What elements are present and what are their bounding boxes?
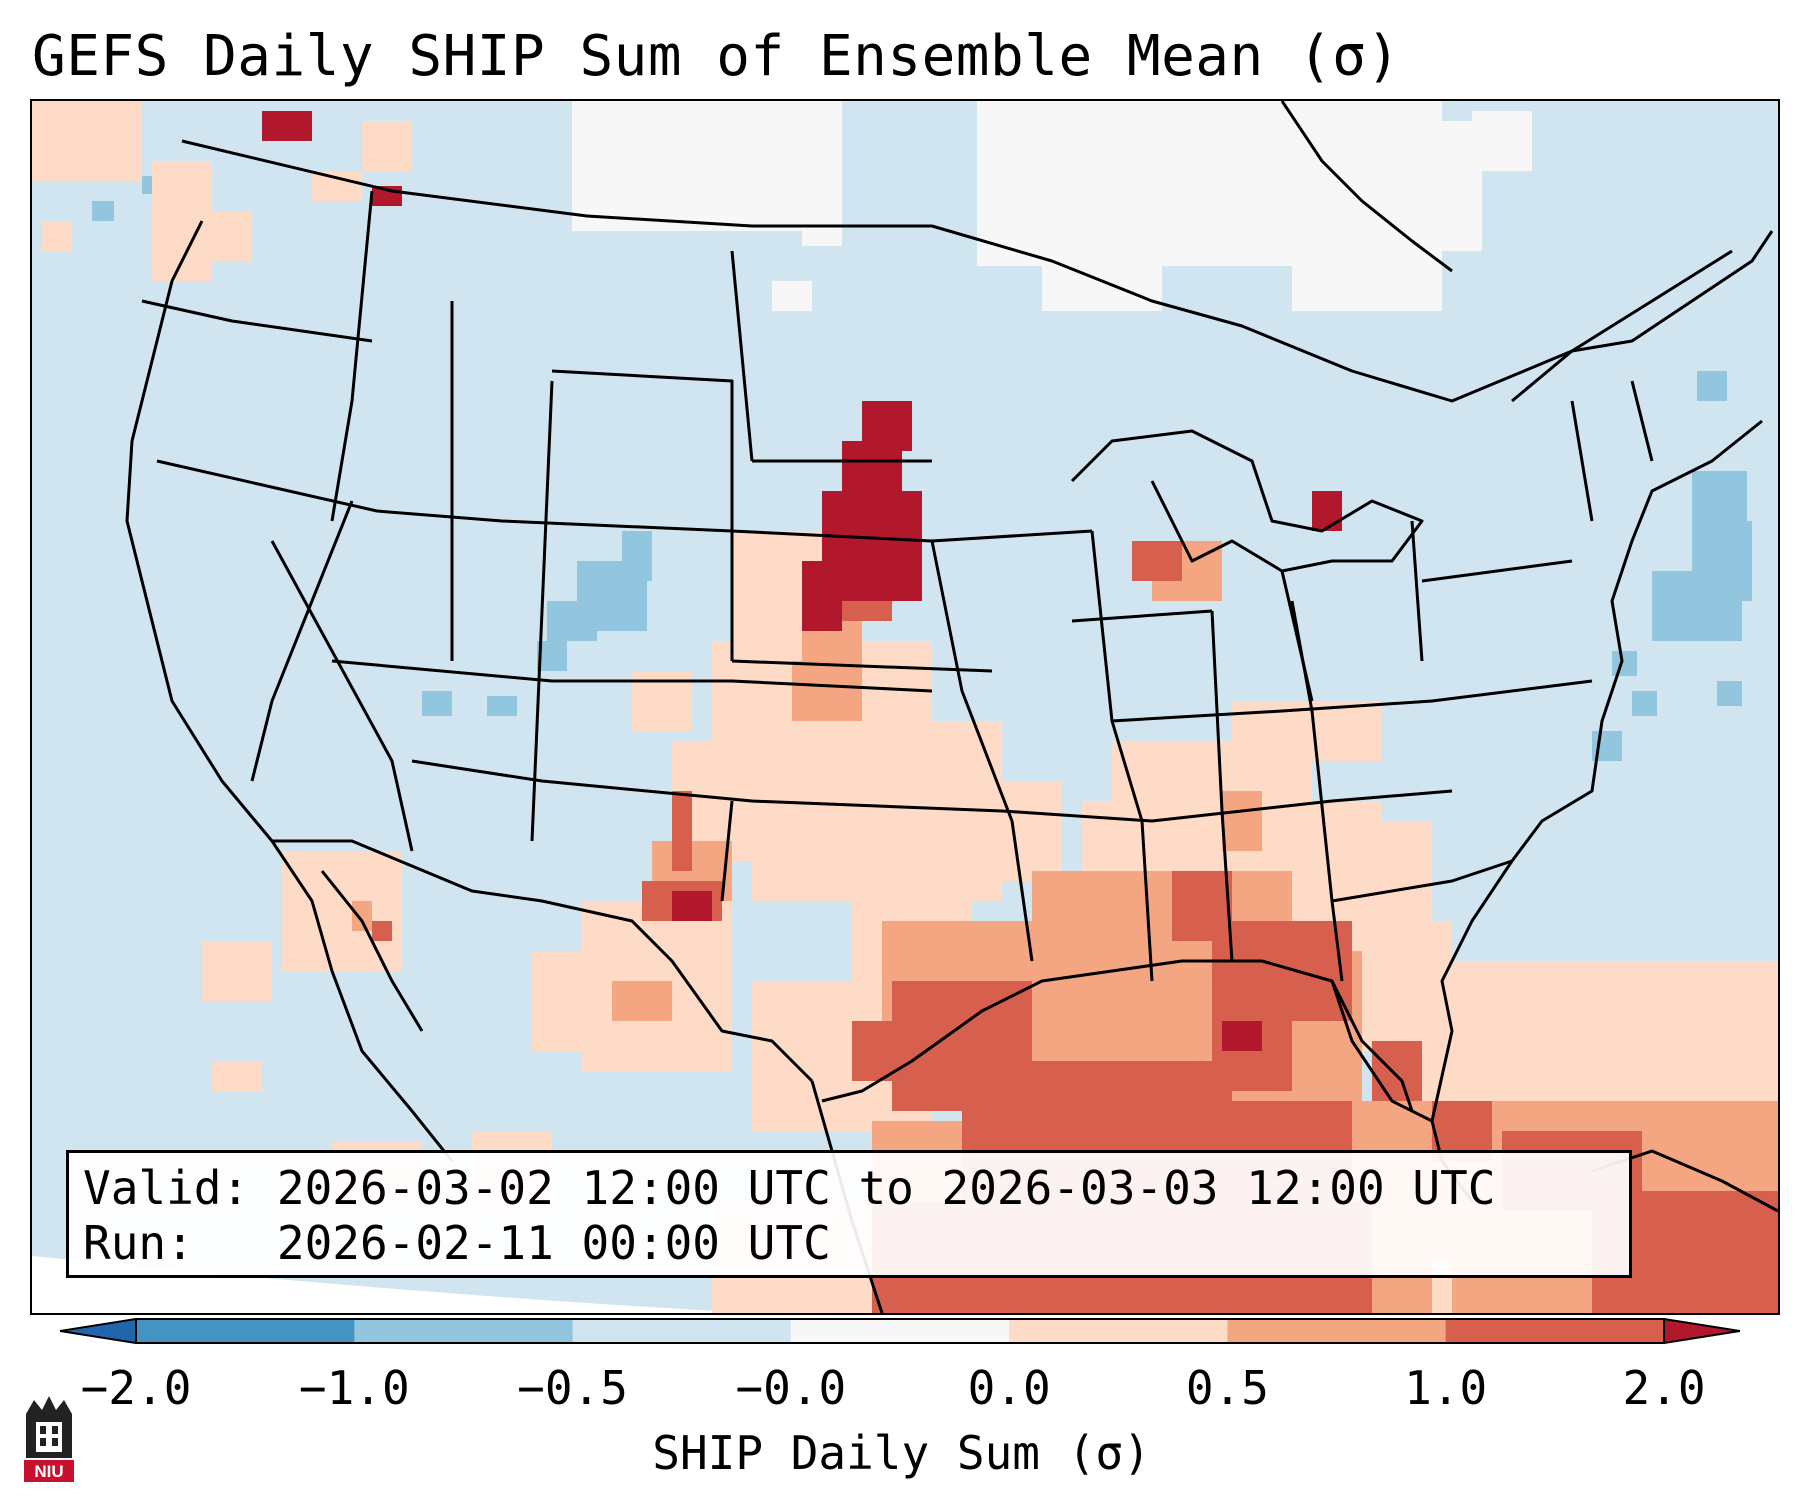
map-canvas <box>32 101 1778 1313</box>
colorbar-bin <box>354 1319 574 1343</box>
map-panel <box>30 99 1780 1315</box>
valid-time-range: 2026-03-02 12:00 UTC to 2026-03-03 12:00… <box>276 1161 1496 1215</box>
political-boundaries <box>125 101 1778 1313</box>
map-title: GEFS Daily SHIP Sum of Ensemble Mean (σ) <box>32 24 1401 89</box>
baja-coastline <box>320 870 424 1032</box>
colorbar-tick-label: −2.0 <box>80 1361 192 1415</box>
state-line <box>1331 859 1513 903</box>
state-line <box>530 380 554 842</box>
state-line <box>330 190 374 522</box>
state-line <box>731 659 993 673</box>
state-line <box>156 459 1093 543</box>
state-line <box>1410 520 1424 662</box>
colorbar-bin <box>1227 1319 1447 1343</box>
us-mexico-border <box>272 839 814 1083</box>
pacific-coastline <box>125 220 454 1162</box>
colorbar-tick-label: 0.5 <box>1185 1361 1269 1415</box>
colorbar-tick-label: 2.0 <box>1622 1361 1706 1415</box>
canadian-coast <box>1280 101 1453 273</box>
colorbar-tick-label: 0.0 <box>967 1361 1051 1415</box>
colorbar-bin <box>572 1319 792 1343</box>
valid-label: Valid: <box>83 1161 250 1215</box>
niu-logo: NIU <box>24 1396 74 1482</box>
us-canada-border <box>181 139 1733 403</box>
state-line <box>250 500 354 782</box>
state-line <box>1421 559 1573 583</box>
colorbar-under-extension <box>60 1318 137 1344</box>
neutral-field-canada <box>572 101 1532 311</box>
colorbar-tick-label: −0.5 <box>517 1361 628 1415</box>
state-line <box>1140 820 1154 982</box>
state-line <box>930 540 1034 962</box>
state-line <box>730 250 754 462</box>
colorbar-bin <box>790 1319 1010 1343</box>
state-line <box>551 369 734 661</box>
colorbar-tick-label: −0.0 <box>735 1361 847 1415</box>
atlantic-coastline <box>1430 419 1763 1122</box>
state-line <box>720 800 734 902</box>
state-line <box>1111 679 1593 723</box>
colorbar <box>60 1318 1740 1344</box>
colorbar-outline <box>135 1318 1665 1344</box>
state-line <box>1280 570 1314 702</box>
colorbar-tick-label: 1.0 <box>1404 1361 1488 1415</box>
niu-logo-text: NIU <box>34 1462 63 1481</box>
gulf-coastline <box>821 959 1414 1112</box>
colorbar-tick-label: −1.0 <box>298 1361 410 1415</box>
colorbar-bin <box>1009 1319 1228 1343</box>
colorbar-bin <box>1445 1319 1665 1343</box>
validity-info-box: Valid: 2026-03-02 12:00 UTC to 2026-03-0… <box>66 1150 1632 1278</box>
state-line <box>1570 400 1594 522</box>
state-line <box>1630 380 1654 462</box>
state-line <box>270 540 414 852</box>
great-lakes-outline <box>1070 429 1424 573</box>
state-line <box>1210 610 1234 962</box>
run-time: 2026-02-11 00:00 UTC <box>276 1216 831 1270</box>
colorbar-over-extension <box>1663 1318 1740 1344</box>
run-label: Run: <box>83 1216 194 1270</box>
state-line <box>411 759 1153 823</box>
state-line <box>141 299 373 343</box>
extreme-positive-anomaly-cells <box>262 111 1342 1051</box>
colorbar-label: SHIP Daily Sum (σ) <box>652 1426 1151 1480</box>
niu-building-icon <box>26 1396 72 1458</box>
state-line <box>1071 609 1213 623</box>
colorbar-bin <box>136 1319 355 1343</box>
state-line <box>331 659 933 693</box>
negative-anomaly-cells <box>92 176 1752 761</box>
projection-edge-region <box>32 1256 752 1313</box>
state-line <box>1151 789 1453 823</box>
gulf-stlawrence <box>1511 230 1774 403</box>
